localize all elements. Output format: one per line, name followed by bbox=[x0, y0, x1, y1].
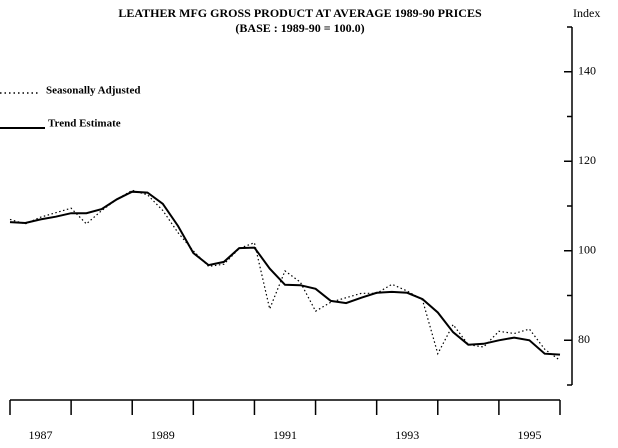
x-tick-label: 1991 bbox=[273, 428, 297, 442]
y-tick-label: 140 bbox=[578, 64, 596, 78]
y-tick-label: 120 bbox=[578, 153, 596, 167]
x-tick-label: 1987 bbox=[29, 428, 53, 442]
legend-label: Trend Estimate bbox=[48, 118, 121, 130]
x-tick-label: 1993 bbox=[395, 428, 419, 442]
y-tick-label: 100 bbox=[578, 243, 596, 257]
x-tick-label: 1995 bbox=[517, 428, 541, 442]
legend-label: Seasonally Adjusted bbox=[46, 85, 140, 97]
chart-title: LEATHER MFG GROSS PRODUCT AT AVERAGE 198… bbox=[118, 6, 482, 20]
seasonal-line bbox=[9, 189, 561, 361]
x-tick-label: 1989 bbox=[151, 428, 175, 442]
y-tick-label: 80 bbox=[578, 332, 590, 346]
y-axis-label: Index bbox=[573, 6, 600, 20]
trend-line bbox=[9, 190, 561, 356]
chart-subtitle: (BASE : 1989-90 = 100.0) bbox=[235, 21, 364, 35]
